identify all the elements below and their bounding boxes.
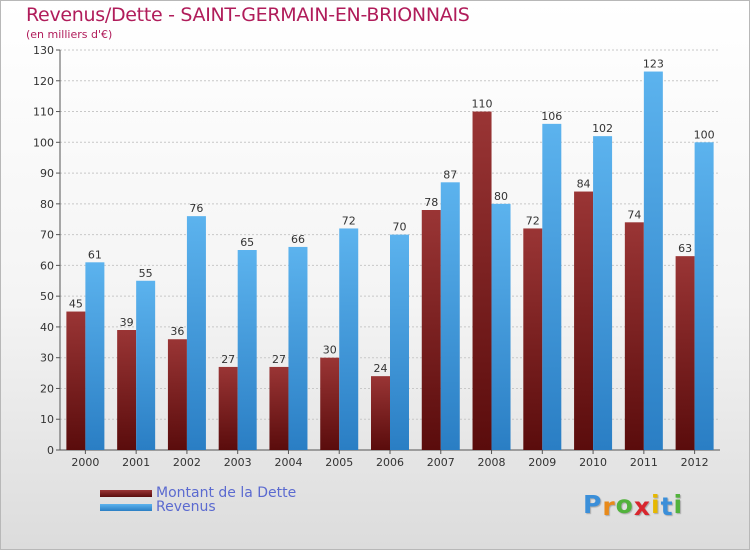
legend-item-revenus: Revenus	[100, 500, 296, 514]
data-label-revenus: 66	[291, 233, 305, 246]
x-tick-label: 2000	[71, 456, 99, 469]
data-label-revenus: 55	[139, 267, 153, 280]
proxiti-logo: Proxiti	[583, 490, 684, 521]
data-label-revenus: 102	[592, 122, 613, 135]
x-tick-label: 2006	[376, 456, 404, 469]
y-tick-label: 60	[40, 259, 54, 272]
data-label-revenus: 76	[189, 202, 203, 215]
bar-revenus	[542, 123, 562, 450]
bar-revenus	[288, 246, 308, 450]
y-tick-label: 10	[40, 413, 54, 426]
data-label-dette: 74	[627, 208, 641, 221]
data-label-revenus: 70	[393, 221, 407, 234]
data-label-dette: 110	[472, 98, 493, 111]
data-label-revenus: 123	[643, 58, 664, 71]
legend: Montant de la Dette Revenus	[100, 486, 296, 514]
legend-item-dette: Montant de la Dette	[100, 486, 296, 500]
y-tick-label: 90	[40, 167, 54, 180]
y-tick-label: 40	[40, 321, 54, 334]
x-tick-label: 2009	[528, 456, 556, 469]
y-tick-label: 50	[40, 290, 54, 303]
y-tick-label: 30	[40, 352, 54, 365]
logo-letter: x	[633, 492, 651, 521]
y-tick-label: 80	[40, 198, 54, 211]
bar-dette	[218, 366, 238, 450]
x-tick-label: 2003	[224, 456, 252, 469]
data-label-dette: 27	[221, 353, 235, 366]
x-tick-label: 2007	[427, 456, 455, 469]
chart-subtitle: (en milliers d'€)	[26, 28, 113, 41]
bar-dette	[371, 376, 390, 450]
x-tick-label: 2001	[122, 456, 150, 469]
data-label-revenus: 100	[694, 128, 715, 141]
data-label-dette: 72	[526, 214, 540, 227]
x-tick-label: 2002	[173, 456, 201, 469]
bar-revenus	[440, 182, 460, 451]
x-tick-label: 2004	[274, 456, 302, 469]
data-label-revenus: 87	[443, 168, 457, 181]
data-label-dette: 78	[424, 196, 438, 209]
logo-letter: P	[583, 490, 603, 519]
bar-revenus	[186, 216, 206, 450]
bar-dette	[472, 111, 492, 451]
logo-letter: i	[673, 490, 684, 519]
x-tick-label: 2012	[681, 456, 709, 469]
bar-dette	[421, 210, 441, 450]
y-tick-label: 70	[40, 229, 54, 242]
bar-revenus	[643, 71, 663, 451]
bar-dette	[117, 330, 137, 450]
bar-revenus	[136, 280, 156, 450]
data-label-revenus: 106	[541, 110, 562, 123]
bar-revenus	[694, 142, 714, 451]
logo-letter: r	[602, 492, 616, 521]
bar-dette	[66, 311, 86, 450]
bar-dette	[574, 191, 594, 451]
legend-label-dette: Montant de la Dette	[156, 485, 297, 501]
data-label-revenus: 65	[240, 236, 254, 249]
bar-dette	[269, 366, 289, 450]
bar-revenus	[593, 136, 613, 450]
y-tick-label: 20	[40, 382, 54, 395]
logo-letter: o	[615, 490, 634, 519]
y-tick-label: 120	[33, 75, 54, 88]
data-label-revenus: 80	[494, 190, 508, 203]
y-tick-label: 110	[33, 106, 54, 119]
data-label-dette: 24	[374, 362, 388, 375]
data-label-revenus: 72	[342, 214, 356, 227]
bar-dette	[624, 222, 644, 450]
bar-revenus	[390, 234, 409, 450]
logo-letter: i	[651, 490, 661, 519]
bar-dette	[675, 256, 695, 450]
bar-dette	[320, 357, 340, 450]
bar-revenus	[237, 250, 257, 450]
data-label-dette: 36	[170, 325, 184, 338]
y-tick-label: 100	[33, 136, 54, 149]
data-label-dette: 84	[577, 178, 591, 191]
data-label-dette: 45	[69, 298, 83, 311]
y-tick-label: 0	[47, 444, 54, 457]
logo-letter: t	[660, 492, 674, 521]
x-tick-label: 2010	[579, 456, 607, 469]
data-label-dette: 39	[120, 316, 134, 329]
bar-dette	[167, 339, 187, 450]
chart-title: Revenus/Dette - SAINT-GERMAIN-EN-BRIONNA…	[26, 4, 470, 26]
y-tick-label: 130	[33, 44, 54, 57]
bar-dette	[523, 228, 543, 450]
x-tick-label: 2008	[478, 456, 506, 469]
data-label-revenus: 61	[88, 248, 102, 261]
bar-revenus	[491, 203, 511, 450]
data-label-dette: 30	[323, 344, 337, 357]
x-tick-label: 2005	[325, 456, 353, 469]
legend-swatch-revenus	[100, 503, 152, 511]
bar-revenus	[85, 262, 105, 450]
bar-revenus	[339, 228, 359, 450]
legend-label-revenus: Revenus	[156, 499, 216, 515]
legend-swatch-dette	[100, 489, 152, 497]
x-tick-label: 2011	[630, 456, 658, 469]
data-label-dette: 63	[678, 242, 692, 255]
data-label-dette: 27	[272, 353, 286, 366]
